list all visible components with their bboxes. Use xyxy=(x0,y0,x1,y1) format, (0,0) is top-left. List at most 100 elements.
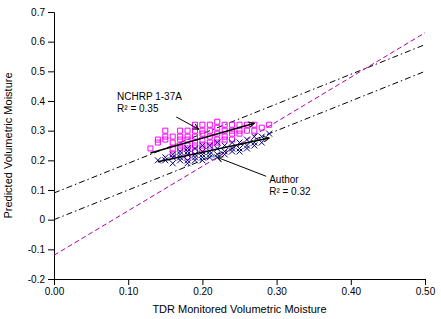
annotation-text: R² = 0.35 xyxy=(117,103,159,114)
y-tick-label: 0.3 xyxy=(31,125,45,136)
point xyxy=(170,152,175,157)
point xyxy=(237,148,243,154)
point xyxy=(185,148,191,154)
y-tick: -0.1 xyxy=(28,244,54,255)
point xyxy=(229,140,235,146)
point xyxy=(222,148,228,154)
x-tick-label: 0.00 xyxy=(45,286,65,297)
y-tick-label: -0.2 xyxy=(28,274,46,285)
point xyxy=(237,145,243,151)
point xyxy=(170,134,175,139)
x-tick-label: 0.50 xyxy=(416,286,436,297)
x-tick-mark xyxy=(425,279,426,285)
point xyxy=(207,154,213,160)
reference-line xyxy=(54,71,425,219)
point xyxy=(229,148,235,154)
point xyxy=(170,160,176,166)
x-tick: 0.30 xyxy=(267,279,287,297)
y-tick-label: 0.1 xyxy=(31,185,45,196)
x-axis-title: TDR Monitored Volumetric Moisture xyxy=(152,303,326,315)
y-tick-label: 0.7 xyxy=(31,7,45,18)
point xyxy=(237,128,242,133)
y-tick-mark xyxy=(48,71,54,72)
y-axis-line xyxy=(48,13,55,280)
point xyxy=(199,157,205,163)
x-tick-label: 0.10 xyxy=(119,286,139,297)
point xyxy=(163,128,168,133)
trend-arrow xyxy=(158,138,269,162)
x-tick-mark xyxy=(351,279,352,285)
x-tick: 0.50 xyxy=(416,279,436,297)
point xyxy=(155,157,161,163)
x-tick: 0.20 xyxy=(193,279,213,297)
point xyxy=(259,125,264,130)
annotation: AuthorR² = 0.32 xyxy=(269,174,311,197)
x-tick: 0.10 xyxy=(119,279,139,297)
y-tick: 0.6 xyxy=(31,36,54,47)
point xyxy=(244,128,249,133)
point xyxy=(207,122,212,127)
point xyxy=(214,151,220,157)
y-axis: -0.2 -0.1 0 0.1 0.2 0.3 0.4 0.5 0.6 0.7 xyxy=(28,7,55,285)
point xyxy=(207,128,212,133)
point xyxy=(214,140,220,146)
x-axis: 0.00 0.10 0.20 0.30 0.40 0.50 xyxy=(45,279,436,297)
x-tick-mark xyxy=(128,279,129,285)
point xyxy=(252,128,257,133)
y-tick: 0.4 xyxy=(31,96,54,107)
y-tick: 0.7 xyxy=(31,7,54,18)
x-tick-label: 0.30 xyxy=(267,286,287,297)
y-axis-title: Predicted Volumetric Moisture xyxy=(2,72,14,218)
point xyxy=(200,128,205,133)
x-axis-line xyxy=(55,280,426,286)
point xyxy=(185,134,190,139)
y-tick-label: 0.5 xyxy=(31,66,45,77)
point xyxy=(230,122,235,127)
point xyxy=(163,134,168,139)
y-tick: 0.3 xyxy=(31,125,54,136)
plot-area xyxy=(54,33,425,256)
y-tick: 0 xyxy=(39,214,54,225)
annotation-text: NCHRP 1-37A xyxy=(117,91,182,102)
point xyxy=(222,122,227,127)
point xyxy=(155,137,160,142)
y-tick: 0.2 xyxy=(31,155,54,166)
point xyxy=(251,134,257,140)
y-tick-mark xyxy=(48,42,54,43)
trend-arrow xyxy=(150,123,254,153)
point xyxy=(215,119,220,124)
point xyxy=(251,143,257,149)
annotation-arrow xyxy=(217,157,266,176)
y-tick-label: 0 xyxy=(39,214,45,225)
y-tick-label: 0.6 xyxy=(31,36,45,47)
point xyxy=(207,143,213,149)
x-tick: 0.40 xyxy=(342,279,362,297)
point xyxy=(199,154,205,160)
point xyxy=(222,151,228,157)
point xyxy=(177,148,183,154)
point xyxy=(192,154,198,160)
y-tick-mark xyxy=(48,249,54,250)
point xyxy=(215,125,220,130)
point xyxy=(185,128,190,133)
y-tick-mark xyxy=(48,12,54,13)
y-tick-mark xyxy=(48,101,54,102)
y-tick: 0.5 xyxy=(31,66,54,77)
x-tick: 0.00 xyxy=(45,279,65,297)
annotation-text: Author xyxy=(269,174,299,185)
point xyxy=(207,151,213,157)
point xyxy=(192,134,197,139)
point xyxy=(244,145,250,151)
y-tick-mark xyxy=(48,160,54,161)
point xyxy=(185,145,191,151)
point xyxy=(199,143,205,149)
y-tick: 0.1 xyxy=(31,185,54,196)
point xyxy=(148,146,153,151)
point xyxy=(267,122,272,127)
point xyxy=(185,160,191,166)
chart: 0.00 0.10 0.20 0.30 0.40 0.50 -0.2 -0.1 0 0.1 0.2 0… xyxy=(0,0,441,319)
reference-line xyxy=(54,33,425,256)
point xyxy=(185,157,191,163)
x-tick-label: 0.40 xyxy=(342,286,362,297)
scatter-series xyxy=(155,131,272,167)
